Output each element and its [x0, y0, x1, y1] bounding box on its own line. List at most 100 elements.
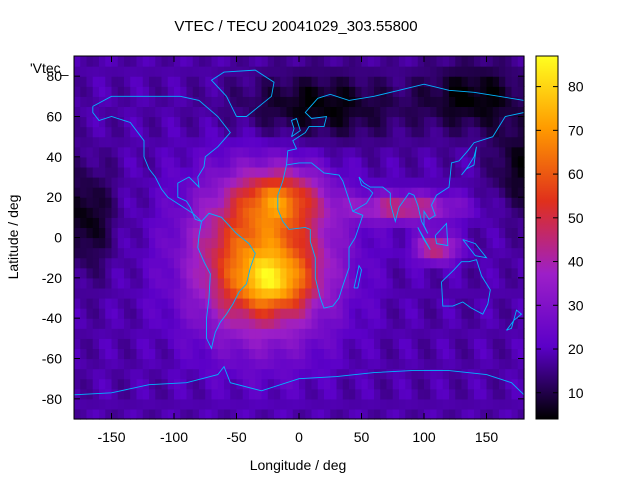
heatmap-cell [230, 197, 238, 208]
heatmap-cell [105, 86, 113, 97]
heatmap-cell [317, 96, 325, 108]
heatmap-cell [380, 177, 388, 188]
heatmap-cell [211, 368, 219, 380]
heatmap-cell [192, 156, 200, 168]
heatmap-cell [311, 56, 319, 67]
heatmap-cell [80, 257, 88, 269]
heatmap-cell [317, 247, 325, 259]
heatmap-cell [174, 146, 181, 158]
heatmap-cell [249, 86, 256, 97]
heatmap-cell [224, 197, 231, 208]
heatmap-cell [480, 227, 488, 239]
heatmap-cell [330, 56, 338, 67]
heatmap-cell [405, 277, 413, 289]
heatmap-cell [99, 207, 106, 218]
heatmap-cell [505, 76, 513, 87]
heatmap-cell [436, 76, 444, 87]
heatmap-cell [242, 207, 250, 218]
heatmap-cell [249, 96, 256, 108]
heatmap-cell [299, 187, 306, 198]
heatmap-cell [180, 257, 188, 269]
heatmap-cell [505, 166, 513, 178]
heatmap-cell [86, 277, 94, 289]
heatmap-cell [342, 86, 350, 97]
heatmap-cell [455, 277, 463, 289]
heatmap-cell [161, 368, 169, 380]
heatmap-cell [380, 197, 388, 208]
heatmap-cell [417, 66, 425, 77]
heatmap-cell [92, 308, 100, 319]
heatmap-cell [136, 207, 144, 218]
heatmap-cell [249, 308, 256, 319]
heatmap-cell [180, 318, 188, 329]
heatmap-cell [267, 398, 275, 410]
heatmap-cell [399, 86, 406, 97]
heatmap-cell [211, 287, 219, 299]
colorbar [535, 55, 559, 420]
heatmap-cell [105, 227, 113, 239]
heatmap-cell [355, 388, 363, 400]
heatmap-cell [280, 368, 288, 380]
heatmap-cell [230, 56, 238, 67]
heatmap-cell [311, 106, 319, 118]
heatmap-cell [461, 318, 469, 329]
heatmap-cell [305, 56, 313, 67]
heatmap-cell [455, 287, 463, 299]
heatmap-cell [336, 166, 344, 178]
heatmap-cell [305, 247, 313, 259]
heatmap-cell [436, 187, 444, 198]
heatmap-cell [142, 197, 150, 208]
heatmap-cell [142, 237, 150, 249]
heatmap-cell [430, 287, 438, 299]
heatmap-cell [205, 237, 213, 249]
heatmap-cell [130, 287, 138, 299]
colorbar-tick-label: 10 [568, 385, 584, 401]
heatmap-cell [380, 378, 388, 390]
heatmap-cell [511, 187, 519, 198]
heatmap-cell [305, 96, 313, 108]
heatmap-cell [80, 166, 88, 178]
heatmap-cell [517, 267, 525, 279]
heatmap-cell [236, 166, 244, 178]
heatmap-cell [480, 187, 488, 198]
heatmap-cell [392, 378, 400, 390]
heatmap-cell [130, 267, 138, 279]
heatmap-cell [292, 408, 300, 420]
heatmap-cell [217, 257, 225, 269]
heatmap-cell [124, 408, 131, 420]
heatmap-cell [499, 96, 506, 108]
heatmap-cell [117, 378, 125, 390]
heatmap-cell [330, 207, 338, 218]
heatmap-cell [286, 86, 294, 97]
heatmap-cell [186, 227, 194, 239]
heatmap-cell [449, 66, 456, 77]
heatmap-cell [167, 398, 175, 410]
heatmap-cell [436, 197, 444, 208]
heatmap-cell [367, 116, 375, 128]
heatmap-cell [442, 136, 450, 148]
heatmap-cell [430, 116, 438, 128]
heatmap-cell [355, 86, 363, 97]
heatmap-cell [430, 318, 438, 329]
heatmap-cell [217, 197, 225, 208]
heatmap-cell [105, 116, 113, 128]
heatmap-cell [449, 388, 456, 400]
heatmap-cell [199, 146, 206, 158]
heatmap-cell [449, 378, 456, 390]
heatmap-cell [417, 187, 425, 198]
heatmap-cell [349, 298, 356, 309]
heatmap-cell [474, 177, 481, 188]
heatmap-cell [442, 308, 450, 319]
heatmap-cell [436, 277, 444, 289]
heatmap-cell [292, 277, 300, 289]
heatmap-cell [280, 136, 288, 148]
heatmap-cell [199, 197, 206, 208]
heatmap-cell [205, 136, 213, 148]
heatmap-cell [330, 136, 338, 148]
heatmap-cell [399, 207, 406, 218]
heatmap-cell [236, 96, 244, 108]
heatmap-cell [136, 348, 144, 360]
heatmap-cell [161, 277, 169, 289]
heatmap-cell [280, 126, 288, 138]
heatmap-cell [461, 207, 469, 218]
